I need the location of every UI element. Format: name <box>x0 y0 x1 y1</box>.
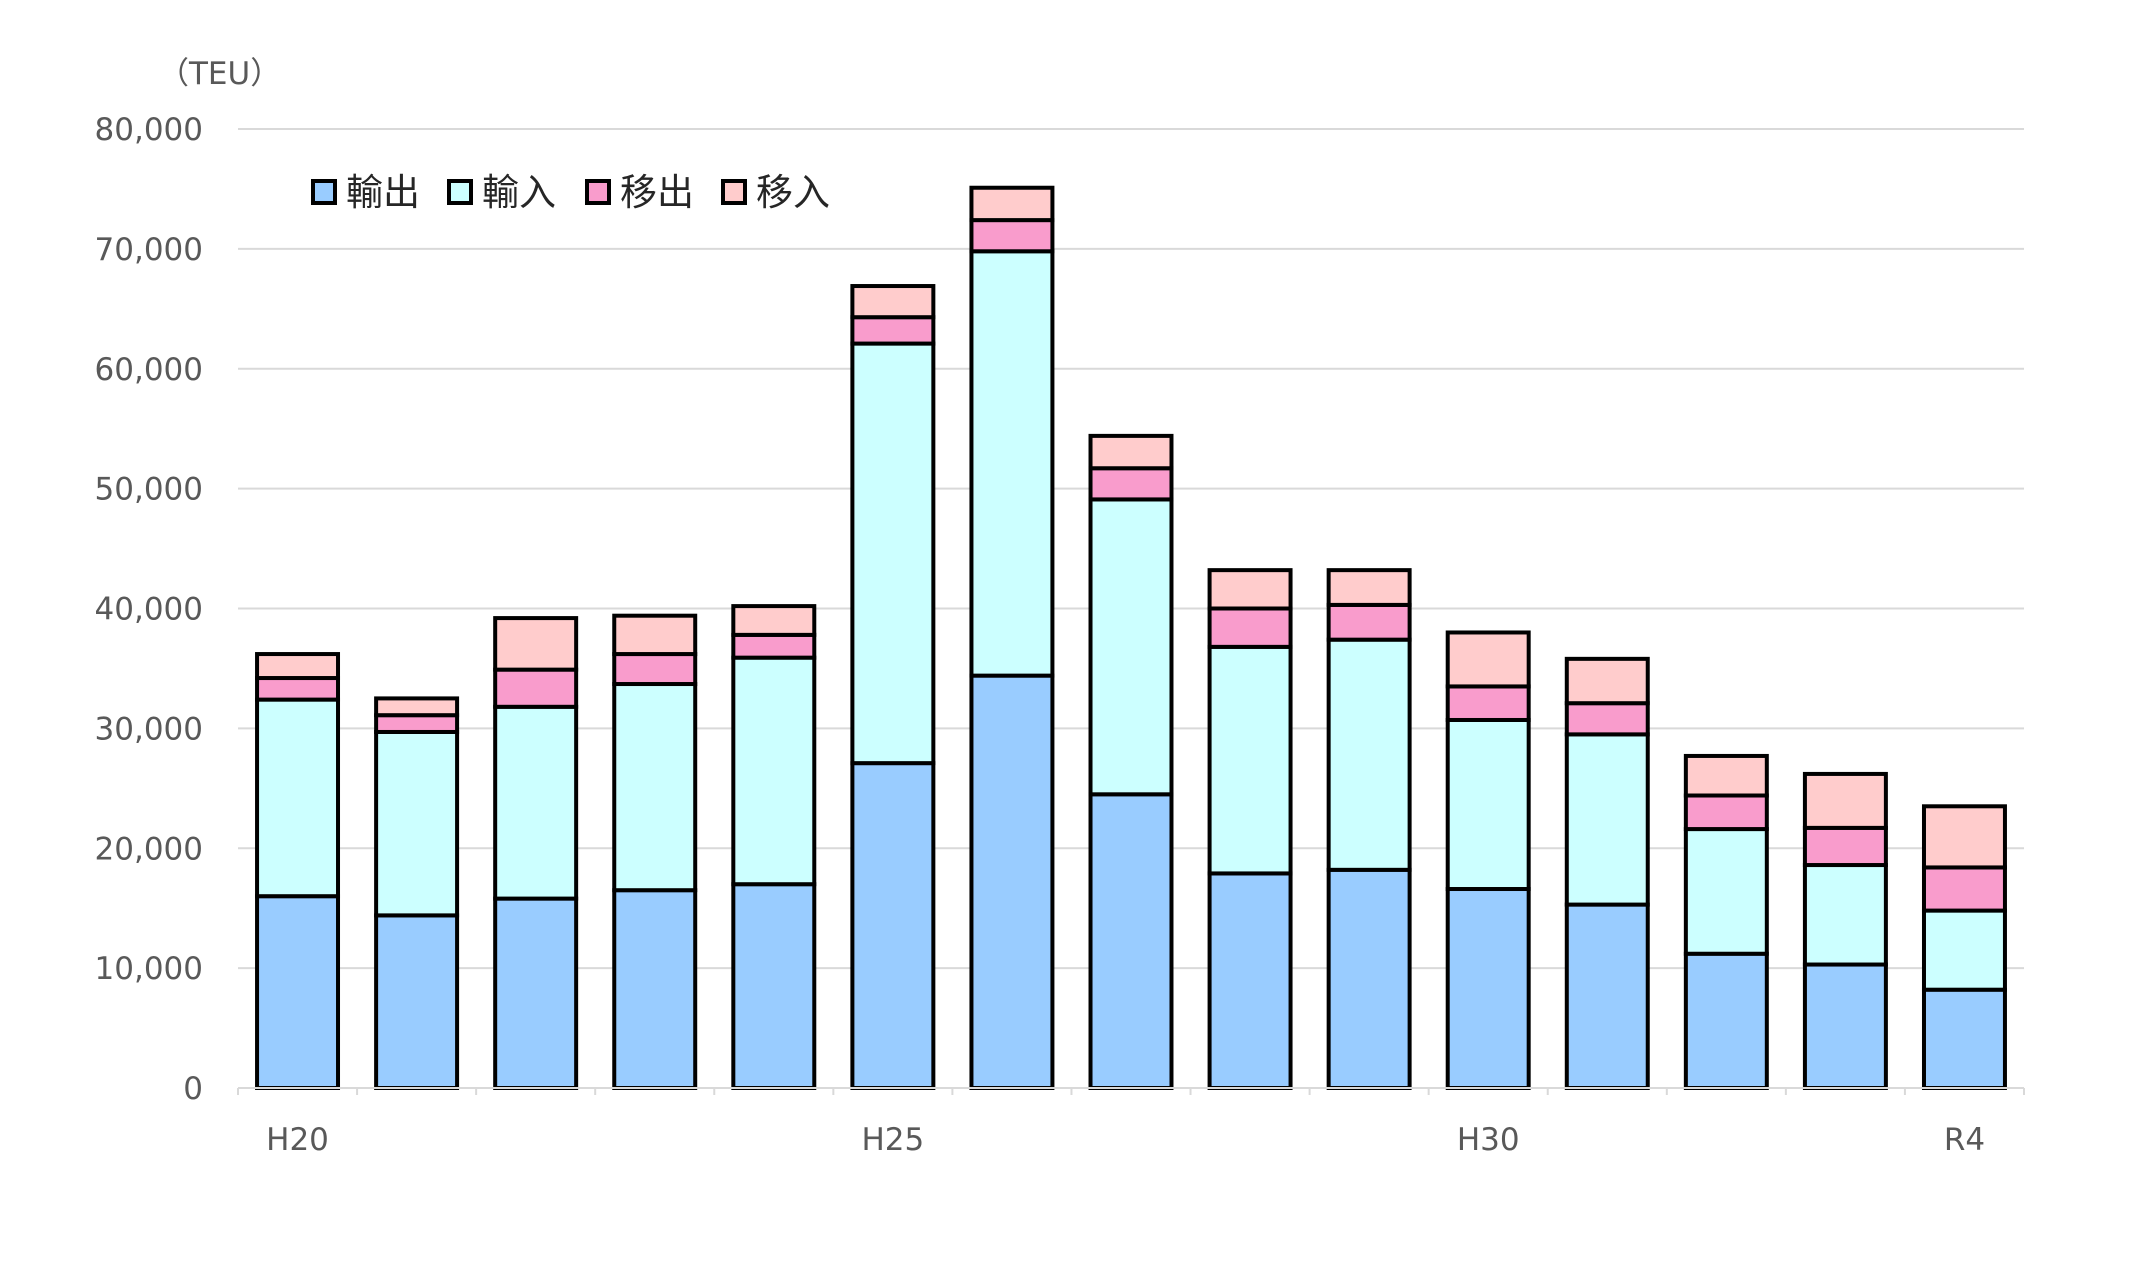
bar-segment-1 <box>969 673 1055 1090</box>
bar-segment-4 <box>1683 753 1769 798</box>
bar-segment-3 <box>374 713 460 734</box>
bar-segment-2 <box>1683 827 1769 956</box>
bar-segment-1 <box>850 761 936 1090</box>
bar-segment-3 <box>731 632 817 660</box>
x-axis <box>237 1087 2025 1095</box>
bar-segment-4 <box>374 696 460 718</box>
bar-segment-4 <box>1207 568 1293 611</box>
bar-segment-4 <box>493 616 579 672</box>
bar-segment-4 <box>1921 804 2007 870</box>
legend-label: 移入 <box>756 171 830 214</box>
x-axis-tick-labels: H20 H25 H30 R4 <box>266 1122 1985 1158</box>
bar-segment-2 <box>1207 644 1293 876</box>
bar-segment-2 <box>374 729 460 918</box>
y-tick-label: 30,000 <box>95 711 203 747</box>
bar-segment-1 <box>1207 871 1293 1091</box>
bar-segment-2 <box>1564 732 1650 907</box>
y-tick-label: 50,000 <box>95 472 203 508</box>
bar-segment-2 <box>969 249 1055 678</box>
bar-segment-1 <box>1802 962 1888 1090</box>
bar-segment-2 <box>1326 637 1412 872</box>
bar-segment-3 <box>1921 865 2007 913</box>
y-tick-label: 60,000 <box>95 352 203 388</box>
bar-segment-4 <box>1445 630 1531 689</box>
bar-segment-1 <box>493 896 579 1090</box>
bar-segment-2 <box>731 655 817 887</box>
bar-segment-1 <box>1683 951 1769 1090</box>
bar-segment-1 <box>255 894 341 1091</box>
y-tick-label: 20,000 <box>95 831 203 867</box>
bar-segment-2 <box>1921 908 2007 992</box>
bar-segment-4 <box>1088 433 1174 471</box>
y-tick-label: 40,000 <box>95 592 203 628</box>
bar-segment-3 <box>1683 793 1769 832</box>
bar-segment-3 <box>493 667 579 709</box>
bar-segment-2 <box>1445 717 1531 892</box>
bar-segment-4 <box>969 185 1055 223</box>
bar-segment-2 <box>1088 497 1174 797</box>
bar-segment-4 <box>1802 771 1888 830</box>
bar-segment-1 <box>612 888 698 1090</box>
bar-segment-3 <box>1802 825 1888 868</box>
bar-segment-3 <box>1088 466 1174 502</box>
y-axis-tick-labels: 0 10,000 20,000 30,000 40,000 50,000 60,000 70,… <box>95 112 203 1107</box>
bar-segment-1 <box>1445 887 1531 1090</box>
legend-label: 移出 <box>620 171 694 214</box>
x-tick-label: H25 <box>861 1122 924 1158</box>
bar-segment-4 <box>850 284 936 320</box>
legend-label: 輸入 <box>482 171 556 214</box>
bar-segment-3 <box>255 676 341 702</box>
bar-segment-4 <box>255 652 341 681</box>
bar-segment-1 <box>1921 987 2007 1091</box>
bar-segment-2 <box>850 341 936 766</box>
bar-segment-3 <box>1445 684 1531 722</box>
legend-swatch <box>447 179 473 205</box>
bar-segment-3 <box>969 218 1055 254</box>
legend-swatch <box>311 179 337 205</box>
bar-segment-1 <box>1326 867 1412 1091</box>
bar-segment-1 <box>731 882 817 1091</box>
y-tick-label: 70,000 <box>95 232 203 268</box>
bar-segment-1 <box>374 913 460 1090</box>
bar-segment-3 <box>850 315 936 346</box>
legend-swatch <box>721 179 747 205</box>
x-tick-label: H30 <box>1457 1122 1520 1158</box>
bar-segment-4 <box>1326 568 1412 607</box>
y-tick-label: 10,000 <box>95 951 203 987</box>
bar-segment-2 <box>612 682 698 893</box>
legend: 輸出 輸入 移出 移入 <box>311 171 830 214</box>
legend-label: 輸出 <box>346 171 420 214</box>
bars <box>255 185 2007 1091</box>
x-tick-label: H20 <box>266 1122 329 1158</box>
legend-swatch <box>585 179 611 205</box>
bar-segment-4 <box>612 613 698 657</box>
y-tick-label: 80,000 <box>95 112 203 148</box>
bar-segment-3 <box>612 652 698 687</box>
bar-segment-1 <box>1088 792 1174 1091</box>
bar-segment-3 <box>1326 602 1412 642</box>
bar-segment-4 <box>1564 656 1650 706</box>
bar-segment-1 <box>1564 902 1650 1090</box>
x-tick-label: R4 <box>1944 1122 1985 1158</box>
bar-segment-2 <box>493 704 579 901</box>
bar-segment-2 <box>255 697 341 899</box>
y-axis-unit-label: （TEU） <box>158 56 281 92</box>
y-tick-label: 0 <box>183 1071 203 1107</box>
bar-segment-2 <box>1802 863 1888 967</box>
bar-segment-3 <box>1564 701 1650 737</box>
bar-segment-4 <box>731 604 817 637</box>
bar-segment-3 <box>1207 606 1293 649</box>
